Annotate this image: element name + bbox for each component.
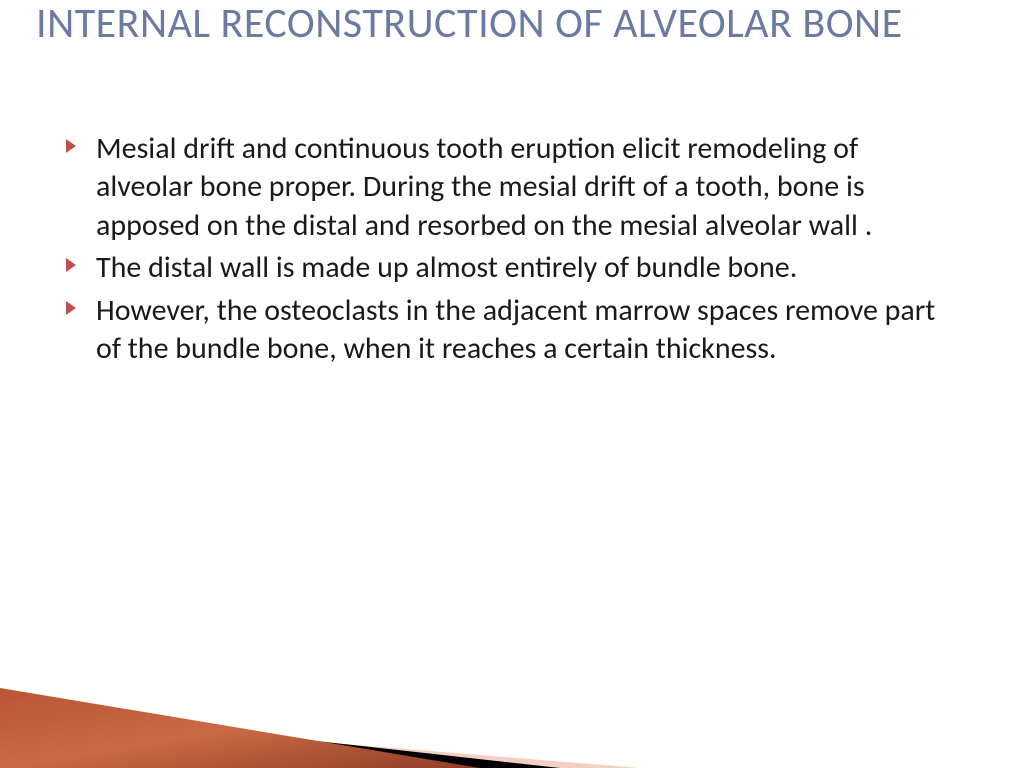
list-item: The distal wall is made up almost entire…: [60, 249, 952, 287]
bullet-text: Mesial drift and continuous tooth erupti…: [96, 130, 872, 244]
bullet-icon: [66, 139, 76, 153]
list-item: Mesial drift and continuous tooth erupti…: [60, 130, 952, 245]
list-item: However, the osteoclasts in the adjacent…: [60, 292, 952, 369]
bullet-icon: [66, 301, 76, 315]
bullet-text: However, the osteoclasts in the adjacent…: [96, 292, 935, 367]
bullet-icon: [66, 258, 76, 272]
bullet-text: The distal wall is made up almost entire…: [96, 249, 797, 286]
slide-title: INTERNAL RECONSTRUCTION OF ALVEOLAR BONE: [36, 0, 988, 47]
slide: INTERNAL RECONSTRUCTION OF ALVEOLAR BONE…: [0, 0, 1024, 768]
slide-body: Mesial drift and continuous tooth erupti…: [60, 130, 952, 372]
bullet-list: Mesial drift and continuous tooth erupti…: [60, 130, 952, 368]
corner-decoration: [0, 648, 1024, 768]
